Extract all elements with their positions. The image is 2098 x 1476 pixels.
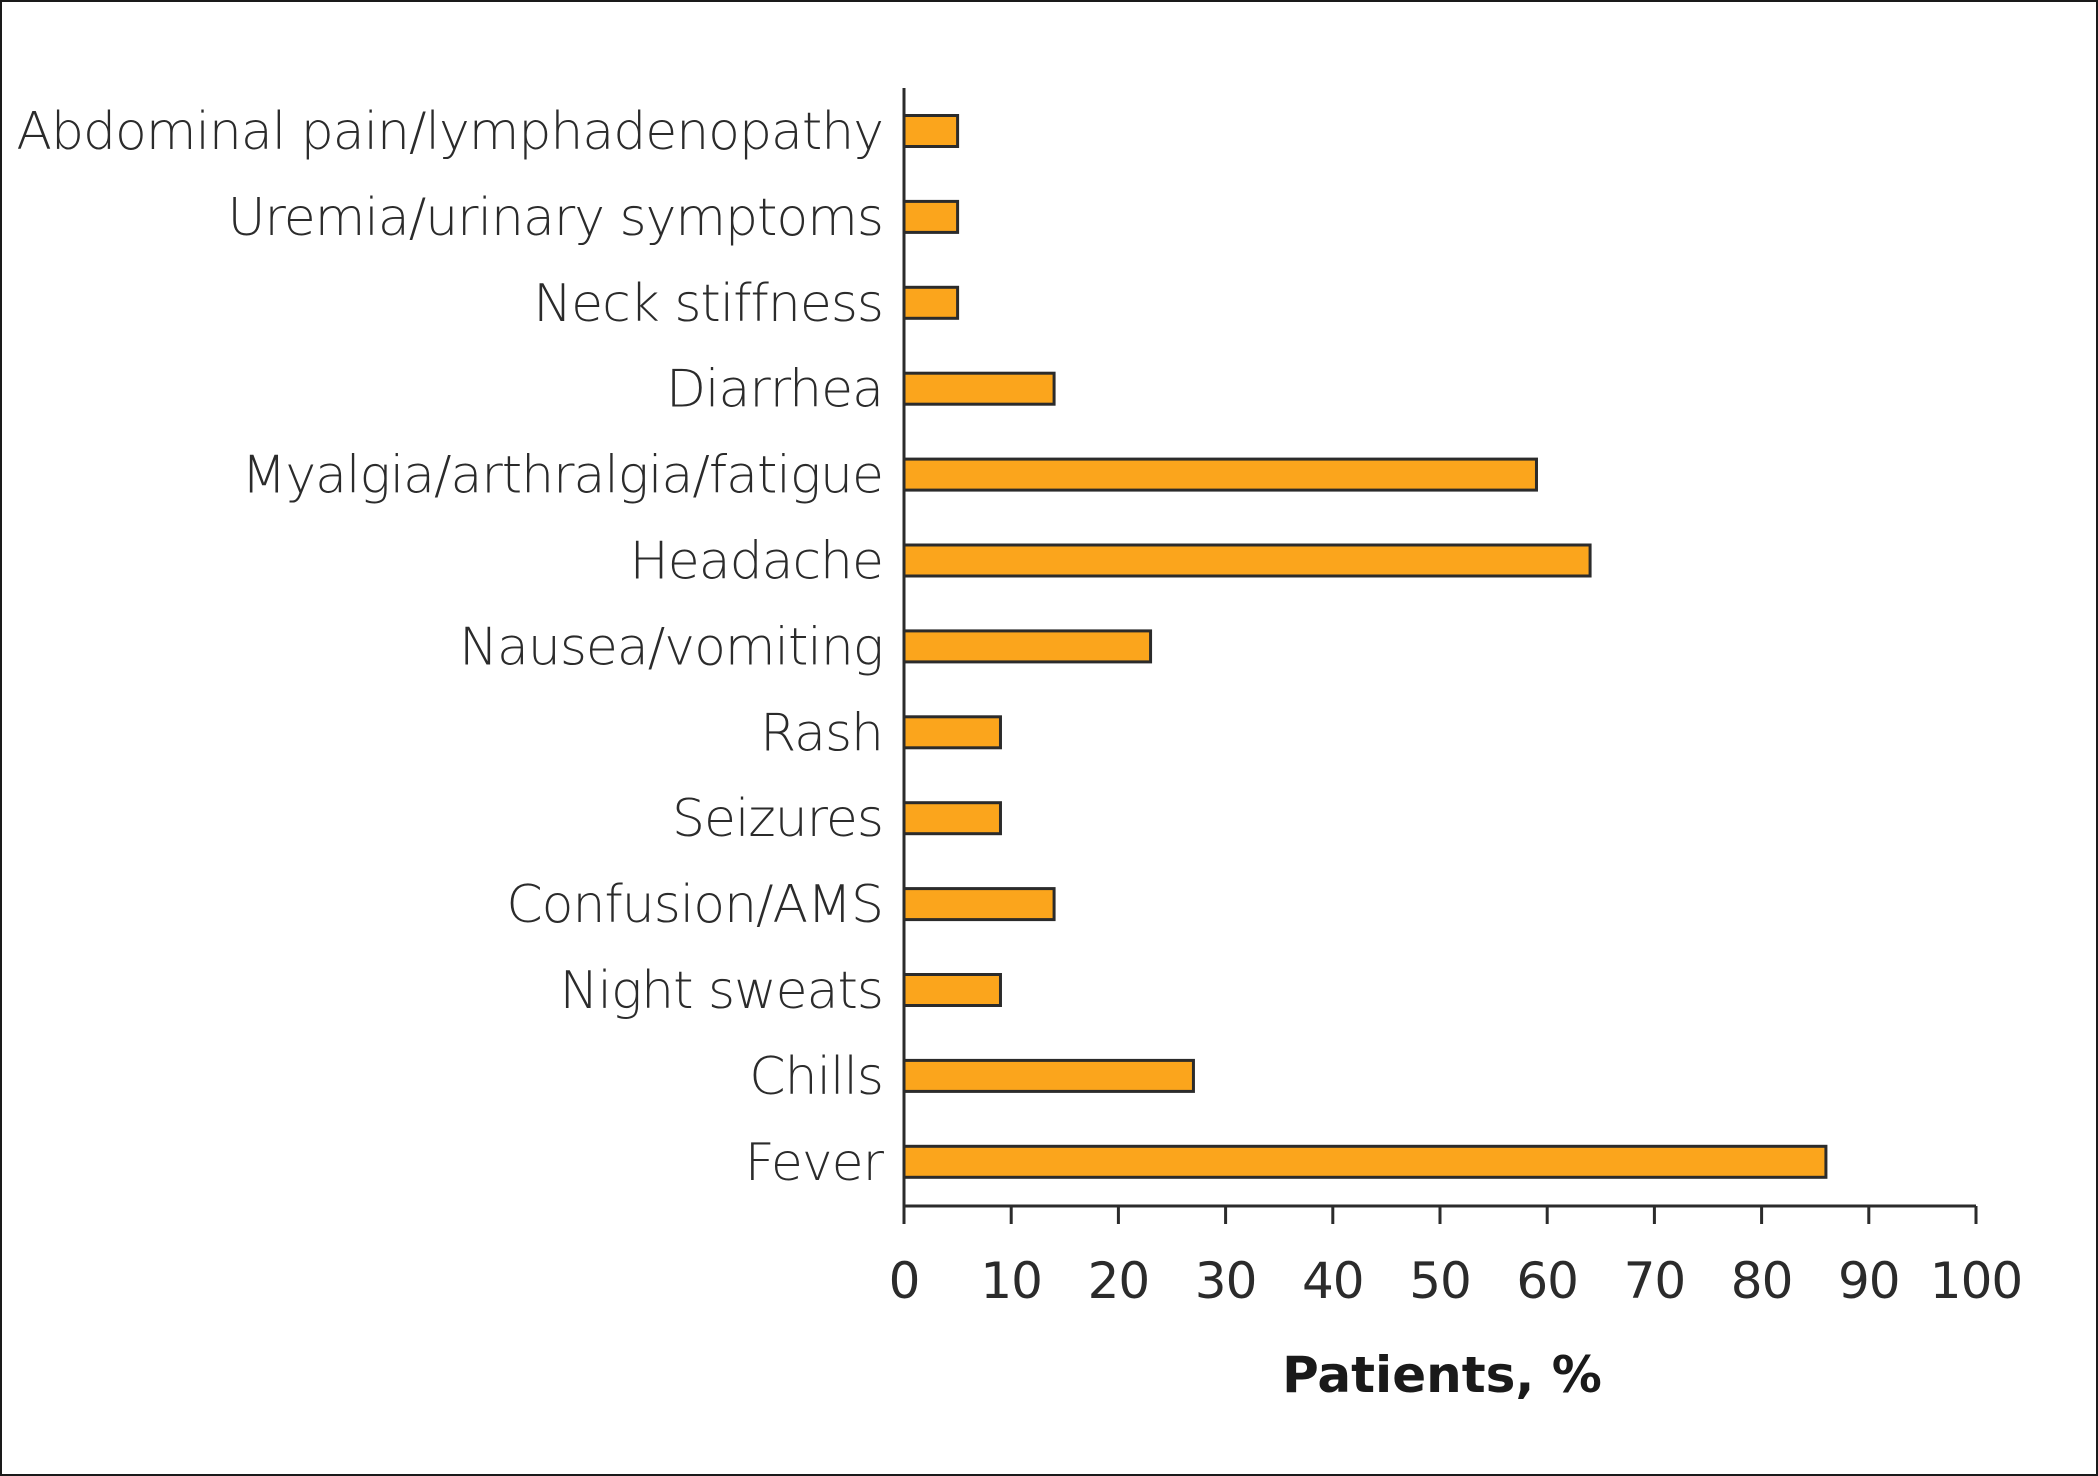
- bar-0: [902, 114, 960, 148]
- x-tick-label-0: 0: [889, 1252, 920, 1310]
- bar-6: [902, 629, 1153, 664]
- x-tick-label-3: 30: [1195, 1252, 1257, 1310]
- bar-7: [902, 715, 1002, 750]
- category-label-1: Uremia/urinary symptoms: [227, 188, 883, 248]
- bar-11: [902, 1058, 1195, 1093]
- x-tick-label-8: 80: [1731, 1252, 1793, 1310]
- category-label-5: Headache: [630, 532, 883, 592]
- x-tick-label-9: 90: [1838, 1252, 1900, 1310]
- x-tick-label-4: 40: [1302, 1252, 1364, 1310]
- x-tick-label-1: 10: [980, 1252, 1042, 1310]
- category-label-9: Confusion/AMS: [506, 875, 883, 935]
- bar-8: [902, 801, 1002, 836]
- x-axis-ticks: 0 10 20 30 40 50 60 70 80 90 100: [889, 1206, 2023, 1310]
- x-tick-label-5: 50: [1409, 1252, 1471, 1310]
- bar-10: [902, 973, 1002, 1007]
- bar-9: [902, 887, 1056, 922]
- x-tick-label-6: 60: [1516, 1252, 1578, 1310]
- bar-2: [902, 285, 960, 320]
- category-label-6: Nausea/vomiting: [459, 617, 883, 677]
- category-label-0: Abdominal pain/lymphadenopathy: [16, 102, 883, 162]
- category-labels: Abdominal pain/lymphadenopathy Uremia/uri…: [16, 102, 885, 1193]
- category-label-11: Chills: [749, 1047, 883, 1107]
- bar-5: [902, 543, 1592, 578]
- x-tick-label-7: 70: [1624, 1252, 1686, 1310]
- x-tick-label-10: 100: [1930, 1252, 2022, 1310]
- category-label-10: Night sweats: [560, 961, 883, 1021]
- category-label-2: Neck stiffness: [533, 274, 883, 334]
- bar-3: [902, 371, 1056, 406]
- x-tick-label-2: 20: [1088, 1252, 1150, 1310]
- category-label-7: Rash: [760, 703, 883, 763]
- category-label-3: Diarrhea: [666, 360, 883, 420]
- bars-group: [902, 114, 1828, 1179]
- category-label-8: Seizures: [672, 789, 883, 849]
- category-label-12: Fever: [745, 1133, 885, 1193]
- bar-4: [902, 457, 1538, 492]
- bar-1: [902, 199, 960, 234]
- category-label-4: Myalgia/arthralgia/fatigue: [242, 446, 883, 506]
- bar-12: [902, 1144, 1828, 1179]
- x-axis-title: Patients, %: [1282, 1346, 1602, 1404]
